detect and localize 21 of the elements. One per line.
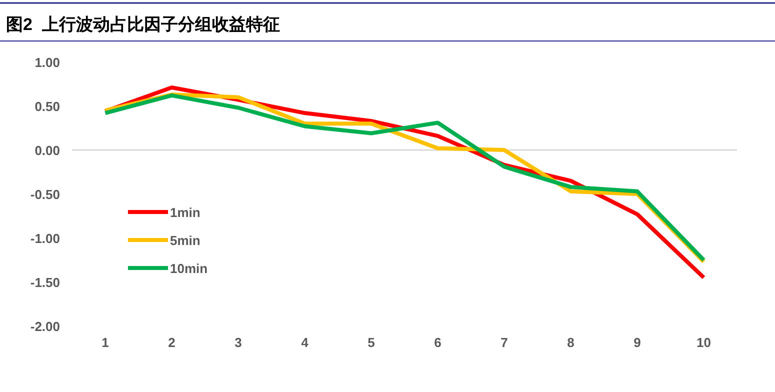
legend-label: 10min	[170, 261, 208, 276]
x-tick-label: 8	[567, 335, 574, 350]
x-tick-label: 2	[168, 335, 176, 350]
legend-label: 5min	[170, 233, 200, 248]
y-tick-label: 0.00	[34, 143, 60, 158]
x-tick-label: 6	[434, 335, 442, 350]
x-tick-label: 7	[500, 335, 508, 350]
y-tick-label: 1.00	[34, 55, 60, 70]
x-tick-label: 10	[696, 335, 711, 350]
x-tick-label: 5	[368, 335, 375, 350]
x-tick-label: 1	[102, 335, 109, 350]
chart-title: 图2 上行波动占比因子分组收益特征	[6, 15, 280, 34]
y-tick-label: 0.50	[34, 99, 60, 114]
x-tick-label: 4	[301, 335, 310, 350]
y-tick-label: -2.00	[30, 319, 60, 334]
x-tick-label: 9	[634, 335, 641, 350]
y-tick-label: -1.00	[30, 231, 60, 246]
legend-label: 1min	[170, 205, 200, 220]
y-tick-label: -1.50	[30, 275, 60, 290]
y-tick-label: -0.50	[30, 187, 60, 202]
x-tick-label: 3	[234, 335, 242, 350]
